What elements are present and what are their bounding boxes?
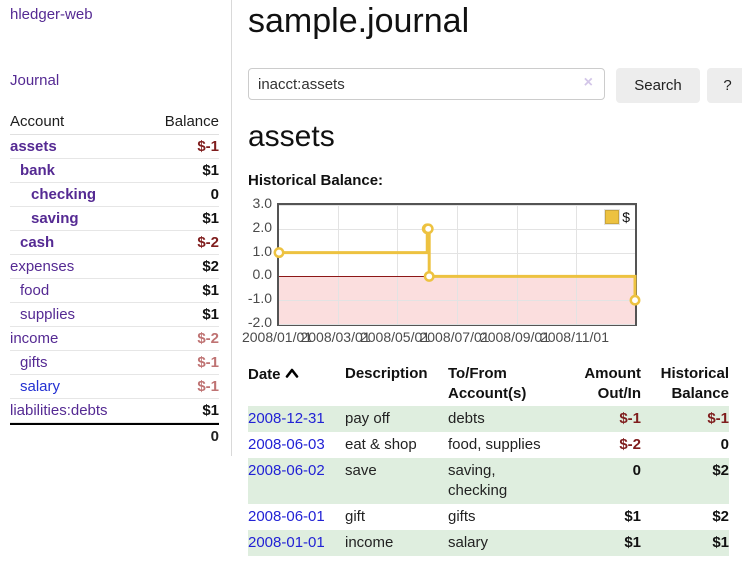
transaction-amount: $-2	[619, 436, 641, 453]
transaction-description: income	[345, 534, 394, 551]
account-link-cash[interactable]: cash	[20, 234, 55, 251]
transaction-balance: $-1	[707, 410, 729, 427]
register-table: Date Description To/From Account(s) Amou…	[248, 362, 729, 556]
account-balance: $-2	[197, 330, 219, 347]
column-header-amount: Amount Out/In	[584, 365, 641, 402]
transaction-balance: 0	[720, 436, 729, 453]
account-row: expenses $2	[10, 255, 219, 279]
transaction-accounts: saving, checking	[448, 462, 508, 499]
account-balance: $-1	[197, 354, 219, 371]
account-link-expenses[interactable]: expenses	[10, 258, 75, 275]
account-balance: $1	[202, 306, 219, 323]
date-header-label: Date	[248, 366, 281, 383]
app-brand-link[interactable]: hledger-web	[10, 6, 93, 23]
transaction-description: pay off	[345, 410, 390, 427]
account-row: bank $1	[10, 159, 219, 183]
account-row: food $1	[10, 279, 219, 303]
transaction-amount: $1	[624, 534, 641, 551]
account-link-gifts[interactable]: gifts	[20, 354, 48, 371]
transaction-accounts: debts	[448, 410, 485, 427]
transaction-date-link[interactable]: 2008-01-01	[248, 534, 325, 551]
transaction-amount: $1	[624, 508, 641, 525]
chart-plot: $	[273, 203, 641, 326]
account-link-assets[interactable]: assets	[10, 138, 57, 155]
sort-ascending-icon	[285, 364, 299, 384]
accounts-total-row: 0	[10, 423, 219, 448]
account-balance: $1	[202, 282, 219, 299]
clear-search-icon[interactable]: ×	[583, 74, 593, 91]
chart-title: Historical Balance:	[248, 172, 384, 189]
account-row: supplies $1	[10, 303, 219, 327]
transaction-accounts: gifts	[448, 508, 476, 525]
account-link-checking[interactable]: checking	[31, 186, 97, 203]
account-link-saving[interactable]: saving	[31, 210, 79, 227]
account-balance: $1	[202, 162, 219, 179]
account-link-salary[interactable]: salary	[20, 378, 61, 395]
accounts-table: Account Balance assets $-1 bank $1 check…	[10, 110, 219, 448]
transaction-row[interactable]: 2008-12-31 pay off debts $-1 $-1	[248, 406, 729, 432]
accounts-header-balance: Balance	[164, 113, 219, 130]
chart-x-axis: 2008/01/01 2008/03/01 2008/05/01 2008/07/01…	[241, 329, 609, 345]
search-input[interactable]	[248, 68, 605, 100]
account-balance: $-1	[197, 378, 219, 395]
account-balance: 0	[210, 186, 219, 203]
transaction-row[interactable]: 2008-01-01 income salary $1 $1	[248, 530, 729, 556]
transaction-row[interactable]: 2008-06-03 eat & shop food, supplies $-2…	[248, 432, 729, 458]
help-button[interactable]: ?	[707, 68, 742, 103]
column-header-description: Description	[345, 365, 428, 382]
account-row: salary $-1	[10, 375, 219, 399]
accounts-total-value: 0	[210, 428, 219, 445]
transaction-date-link[interactable]: 2008-06-03	[248, 436, 325, 453]
chart-legend: $	[605, 209, 630, 225]
transaction-amount: $-1	[619, 410, 641, 427]
transaction-balance: $2	[712, 462, 729, 479]
column-header-tofrom: To/From Account(s)	[448, 365, 527, 402]
transaction-date-link[interactable]: 2008-12-31	[248, 410, 325, 427]
account-row: assets $-1	[10, 135, 219, 159]
column-header-date[interactable]: Date	[248, 362, 345, 406]
transaction-description: save	[345, 462, 377, 479]
page-title: sample.journal	[248, 2, 470, 40]
account-row: checking 0	[10, 183, 219, 207]
transaction-amount: 0	[632, 462, 641, 479]
account-row: saving $1	[10, 207, 219, 231]
chart-y-axis: 3.0 2.0 1.0 0.0 -1.0 -2.0	[247, 195, 272, 330]
transaction-accounts: food, supplies	[448, 436, 541, 453]
legend-label: $	[622, 209, 630, 225]
transaction-description: eat & shop	[345, 436, 417, 453]
transaction-balance: $2	[712, 508, 729, 525]
transaction-row[interactable]: 2008-06-01 gift gifts $1 $2	[248, 504, 729, 530]
historical-balance-chart: 3.0 2.0 1.0 0.0 -1.0 -2.0 $ 2008/01/01 2008/03…	[241, 195, 730, 348]
account-link-income[interactable]: income	[10, 330, 59, 347]
account-row: income $-2	[10, 327, 219, 351]
transaction-balance: $1	[712, 534, 729, 551]
sidebar: hledger-web Journal Account Balance asse…	[0, 0, 232, 456]
transaction-description: gift	[345, 508, 366, 525]
account-row: cash $-2	[10, 231, 219, 255]
account-balance: $2	[202, 258, 219, 275]
account-heading: assets	[248, 120, 335, 153]
sidebar-item-journal[interactable]: Journal	[10, 72, 60, 89]
account-balance: $1	[202, 210, 219, 227]
account-balance: $-2	[197, 234, 219, 251]
transaction-row[interactable]: 2008-06-02 save saving, checking 0 $2	[248, 458, 729, 504]
transaction-date-link[interactable]: 2008-06-02	[248, 462, 325, 479]
column-header-balance: Historical Balance	[660, 365, 729, 402]
account-balance: $1	[202, 402, 219, 419]
account-link-bank[interactable]: bank	[20, 162, 56, 179]
account-balance: $-1	[197, 138, 219, 155]
transaction-date-link[interactable]: 2008-06-01	[248, 508, 325, 525]
account-link-liabilities-debts[interactable]: liabilities:debts	[10, 402, 108, 419]
register-header-row: Date Description To/From Account(s) Amou…	[248, 362, 729, 406]
account-row: liabilities:debts $1	[10, 399, 219, 423]
accounts-header-account: Account	[10, 113, 65, 130]
accounts-table-header: Account Balance	[10, 110, 219, 135]
account-link-food[interactable]: food	[20, 282, 50, 299]
account-link-supplies[interactable]: supplies	[20, 306, 76, 323]
legend-swatch-icon	[605, 210, 620, 224]
account-row: gifts $-1	[10, 351, 219, 375]
transaction-accounts: salary	[448, 534, 489, 551]
search-button[interactable]: Search	[616, 68, 700, 103]
